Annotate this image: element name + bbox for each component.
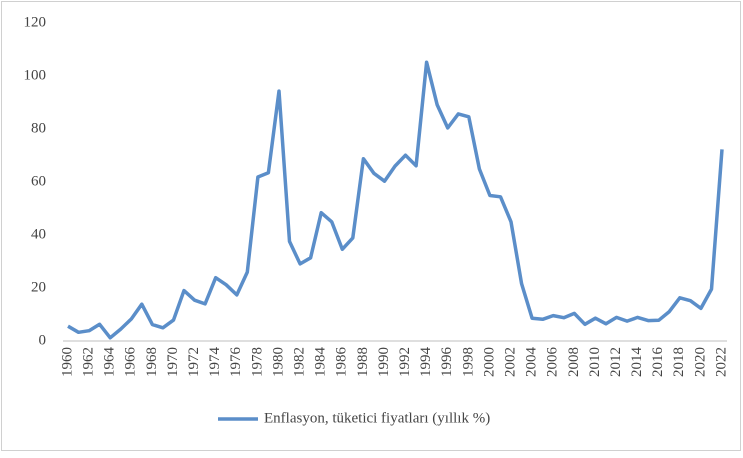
line [67,60,724,340]
x-tick-label: 2020 [692,347,708,377]
x-tick-label: 2006 [545,347,561,378]
x-tick-label: 1962 [81,347,97,377]
x-tick-label: 2010 [587,347,603,377]
x-tick-label: 1974 [207,347,223,378]
x-tick-label: 2022 [713,347,729,377]
x-tick-label: 1984 [313,347,329,378]
y-tick-label: 40 [31,226,46,242]
x-tick-label: 1968 [144,347,160,377]
x-tick-label: 1966 [123,347,139,378]
x-tick-label: 1986 [334,347,350,378]
y-tick-label: 60 [31,173,46,189]
x-tick-label: 2014 [629,347,645,378]
chart-frame [1,1,741,451]
x-tick-label: 1970 [165,347,181,377]
x-tick-label: 2012 [608,347,624,377]
x-tick-label: 1994 [418,347,434,378]
legend-label: Enflasyon, tüketici fiyatları (yıllık %) [264,410,490,426]
x-tick-label: 1964 [102,347,118,378]
x-tick-label: 2016 [650,347,666,378]
x-tick-label: 1982 [292,347,308,377]
y-tick-label: 100 [24,67,47,83]
x-tick-label: 1998 [460,347,476,377]
x-tick-label: 1996 [439,347,455,378]
x-tick-label: 2004 [524,347,540,378]
x-tick-label: 2002 [502,347,518,377]
x-tick-label: 1976 [228,347,244,378]
y-tick-label: 20 [31,279,46,295]
x-tick-label: 1972 [186,347,202,377]
x-tick-label: 1990 [376,347,392,377]
x-tick-label: 1960 [59,347,75,377]
x-tick-label: 1980 [270,347,286,377]
x-tick-label: 1978 [249,347,265,377]
y-tick-label: 120 [24,14,47,30]
y-tick-label: 0 [39,332,47,348]
x-tick-label: 2008 [566,347,582,377]
x-tick-label: 1988 [355,347,371,377]
x-tick-label: 1992 [397,347,413,377]
x-tick-label: 2018 [671,347,687,377]
x-tick-label: 2000 [481,347,497,377]
y-tick-label: 80 [31,120,46,136]
